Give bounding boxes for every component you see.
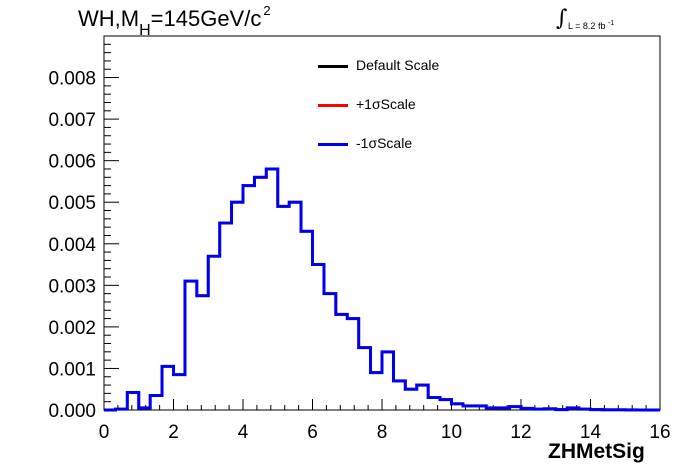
histogram-series-minus-sigma bbox=[104, 167, 660, 412]
y-tick-label: 0.007 bbox=[48, 110, 96, 131]
x-tick-label: 8 bbox=[377, 422, 388, 443]
y-tick-label: 0.002 bbox=[48, 318, 96, 339]
y-tick-label: 0.003 bbox=[48, 276, 96, 297]
y-tick-label: 0.006 bbox=[48, 152, 96, 173]
legend-item-plus-sigma: +1σScale bbox=[318, 95, 538, 115]
legend-label-default: Default Scale bbox=[356, 57, 440, 73]
legend-item-minus-sigma: -1σScale bbox=[318, 134, 538, 154]
x-tick-label: 12 bbox=[510, 422, 531, 443]
x-tick-label: 10 bbox=[441, 422, 462, 443]
title-subscript: H bbox=[139, 22, 151, 39]
legend-item-default: Default Scale bbox=[318, 56, 538, 76]
y-tick-label: 0.005 bbox=[48, 193, 96, 214]
legend-swatch-minus-sigma bbox=[318, 143, 348, 146]
legend-label-minus-sigma: -1σScale bbox=[356, 135, 413, 151]
axis-ticks: 0 2 4 6 8 10 12 14 16 0.000 0.001 0.002 0.003 0.004 0.… bbox=[48, 43, 671, 443]
y-tick-label: 0.004 bbox=[48, 235, 96, 256]
x-tick-label: 14 bbox=[580, 422, 602, 443]
x-axis-title: ZHMetSig bbox=[548, 440, 645, 463]
title-superscript: 2 bbox=[263, 3, 271, 18]
y-tick-label: 0.000 bbox=[48, 401, 96, 422]
legend-swatch-plus-sigma bbox=[318, 104, 348, 107]
x-tick-label: 2 bbox=[168, 422, 179, 443]
integral-symbol: ∫ bbox=[556, 6, 568, 31]
title-rest: =145GeV/c bbox=[150, 6, 262, 31]
legend-swatch-default bbox=[318, 65, 348, 68]
y-tick-label: 0.001 bbox=[48, 359, 96, 380]
x-tick-label: 0 bbox=[99, 422, 110, 443]
x-tick-label: 16 bbox=[649, 422, 670, 443]
x-tick-label: 6 bbox=[307, 422, 318, 443]
luminosity-unit-exponent: -1 bbox=[607, 20, 615, 27]
luminosity-text: L = 8.2 fb bbox=[568, 21, 606, 31]
legend-label-plus-sigma: +1σScale bbox=[356, 96, 416, 112]
series-layer bbox=[104, 167, 660, 412]
title-main: WH,M bbox=[78, 6, 140, 31]
chart-title: WH,MH=145GeV/c 2 bbox=[78, 3, 271, 39]
y-tick-label: 0.008 bbox=[48, 69, 96, 90]
x-tick-label: 4 bbox=[238, 422, 249, 443]
